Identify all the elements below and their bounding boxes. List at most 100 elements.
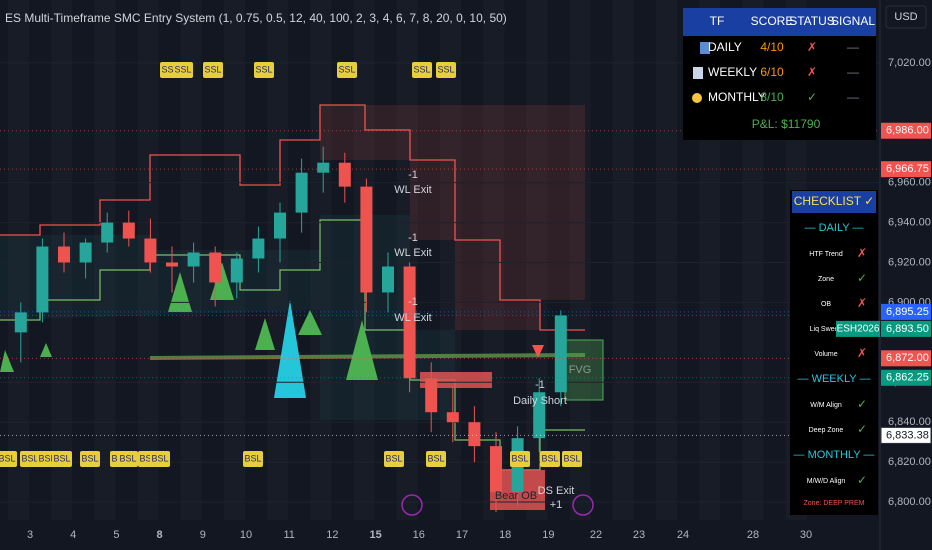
- check-mark: ✗: [857, 346, 867, 360]
- ssl-label: SSL: [437, 64, 454, 74]
- triangle: [40, 343, 52, 357]
- x-tick-label: 30: [800, 529, 812, 541]
- table-cell: MONTHLY: [708, 90, 766, 104]
- table-header-cell: SCORE: [751, 14, 794, 28]
- triangle: [255, 318, 275, 350]
- icon: [692, 93, 702, 103]
- check-mark: ✓: [857, 422, 867, 436]
- bsl-label: BSL: [21, 453, 38, 463]
- x-tick-label: 24: [677, 529, 689, 541]
- annotation: DS Exit: [538, 485, 575, 497]
- checklist-header: [792, 191, 876, 213]
- bsl-label: BSL: [151, 453, 168, 463]
- candle-body: [468, 422, 481, 447]
- check-label: HTF Trend: [809, 251, 843, 258]
- price-tag: [881, 350, 931, 367]
- ssl-tag: [203, 62, 223, 78]
- check-label: Zone: [818, 276, 834, 283]
- ticker-tag: [836, 320, 880, 337]
- check-mark: ✓: [857, 397, 867, 411]
- section-title: — DAILY —: [805, 222, 864, 234]
- annotation: WL Exit: [394, 247, 432, 259]
- triangle: [532, 345, 544, 358]
- candle-body: [338, 162, 351, 187]
- ssl-label: SSL: [255, 64, 272, 74]
- bsl-label: BSL: [0, 453, 16, 463]
- ssl-label: SSL: [338, 64, 355, 74]
- annotation: -1: [408, 296, 418, 308]
- annotation: Bear OB: [495, 490, 537, 502]
- bsl-label: BSL: [38, 453, 55, 463]
- ssl-label: SSL: [174, 64, 191, 74]
- triangle: [274, 300, 306, 398]
- signal-triangles: [0, 262, 544, 398]
- candle-body: [58, 246, 70, 263]
- triangle: [298, 310, 322, 335]
- bsl-label: BSL: [81, 453, 98, 463]
- checklist-panel: [790, 190, 878, 515]
- price-label: 6,833.38: [886, 429, 929, 441]
- check-label: Liq Sweep: [810, 326, 843, 333]
- x-tick-label: 5: [113, 529, 119, 541]
- ssl-tag: [436, 62, 456, 78]
- y-tick-label: 6,800.00: [888, 496, 931, 508]
- y-tick-label: 6,840.00: [888, 416, 931, 428]
- candle-body: [317, 162, 330, 173]
- table-cell: —: [847, 90, 859, 104]
- bsl-tag: [384, 451, 404, 467]
- price-tag: [880, 426, 932, 444]
- candle-body: [166, 262, 178, 267]
- table-cell: WEEKLY: [708, 65, 757, 79]
- triangle: [346, 320, 378, 380]
- bsl-label: BSL: [119, 453, 136, 463]
- bsl-label: BSL: [385, 453, 402, 463]
- chart-title: ES Multi-Timeframe SMC Entry System (1, …: [5, 11, 507, 25]
- table-cell: ✓: [807, 90, 817, 104]
- candle-body: [295, 172, 308, 213]
- table-header: [683, 8, 876, 36]
- annotation: -1: [408, 232, 418, 244]
- bsl-tag: [510, 451, 530, 467]
- x-tick-label: 22: [590, 529, 602, 541]
- bsl-tag: [243, 451, 263, 467]
- pnl: P&L: $11790: [752, 117, 821, 131]
- candle-body: [122, 222, 135, 239]
- price-label: 6,895.25: [886, 306, 929, 318]
- bsl-label: BSL: [53, 453, 70, 463]
- annotation: WL Exit: [394, 312, 432, 324]
- price-tag: [881, 320, 931, 337]
- event-icon: [401, 494, 423, 516]
- check-mark: ✗: [857, 246, 867, 260]
- bsl-label: BSL: [139, 453, 156, 463]
- ssl-tag: [173, 62, 193, 78]
- x-tick-label: 28: [747, 529, 759, 541]
- y-tick-label: 6,960.00: [888, 177, 931, 189]
- bsl-label: BSL: [541, 453, 558, 463]
- table-cell: 8/10: [760, 90, 784, 104]
- stripe: [656, 0, 677, 520]
- bsl-tag: [0, 451, 17, 467]
- annotation: FVG: [569, 364, 592, 376]
- section-title: — MONTHLY —: [794, 449, 875, 461]
- table-cell: 4/10: [760, 40, 784, 54]
- supply-zone: [320, 105, 585, 330]
- annotation: +1: [550, 499, 563, 511]
- bsl-tag: [150, 451, 170, 467]
- candle-body: [230, 258, 243, 283]
- price-label: 6,986.00: [886, 125, 929, 137]
- y-tick-label: 6,940.00: [888, 216, 931, 228]
- candle-body: [79, 242, 92, 263]
- fvg-box: [564, 339, 604, 401]
- currency-button[interactable]: [885, 5, 927, 29]
- bsl-label: BSL: [563, 453, 580, 463]
- bsl-tag: [80, 451, 100, 467]
- candle-body: [101, 222, 114, 243]
- check-label: OB: [821, 301, 831, 308]
- y-tick-label: 7,020.00: [888, 57, 931, 69]
- x-tick-label: 3: [27, 529, 33, 541]
- price-label: 6,872.00: [886, 352, 929, 364]
- lower-band: [0, 219, 585, 471]
- table-header-cell: STATUS: [789, 14, 835, 28]
- bsl-tag: [562, 451, 582, 467]
- ssl-tag: [412, 62, 432, 78]
